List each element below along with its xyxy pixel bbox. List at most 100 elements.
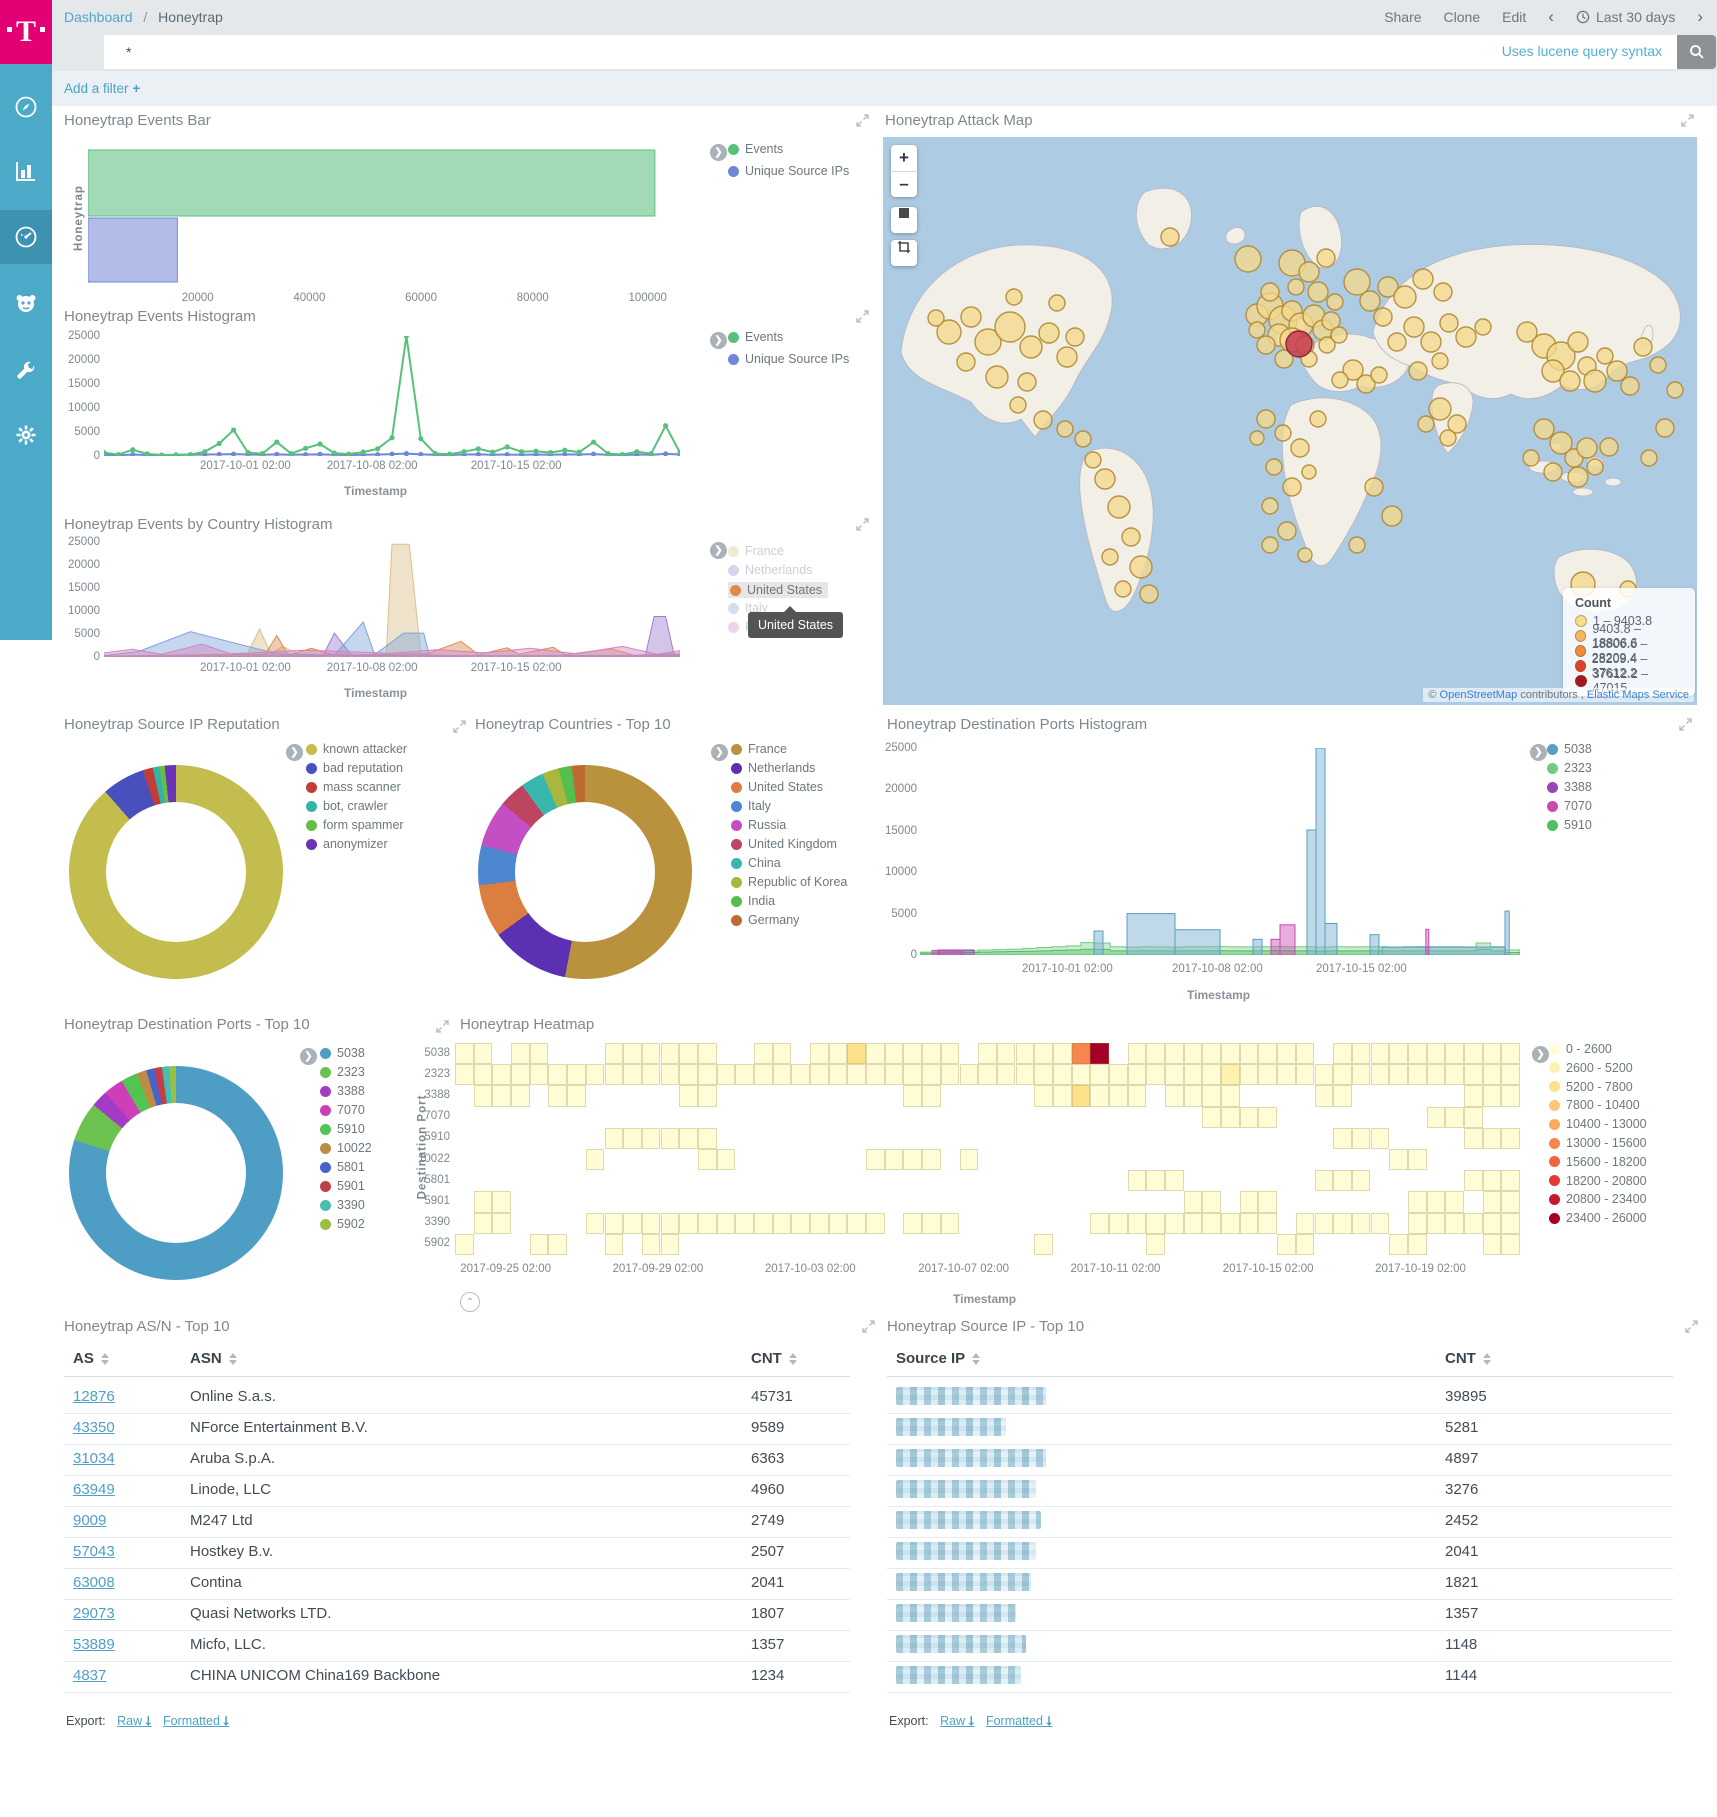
attack-bubble[interactable]	[1261, 497, 1279, 515]
edit-button[interactable]: Edit	[1502, 8, 1527, 25]
heatmap-cell[interactable]	[1389, 1149, 1408, 1171]
heatmap-cell[interactable]	[455, 1043, 474, 1065]
attack-bubble[interactable]	[1596, 347, 1614, 365]
heatmap-cell[interactable]	[1407, 1212, 1427, 1234]
heatmap-cell[interactable]	[1090, 1085, 1109, 1107]
heatmap-cell[interactable]	[1389, 1064, 1408, 1086]
expand-icon[interactable]	[856, 518, 869, 536]
heatmap-cell-hot[interactable]	[847, 1043, 867, 1065]
attack-bubble[interactable]	[1331, 371, 1349, 389]
heatmap-cell[interactable]	[1501, 1233, 1520, 1255]
heatmap-cell[interactable]	[1146, 1064, 1165, 1086]
legend-toggle[interactable]: ❯	[300, 1048, 317, 1065]
attack-bubble[interactable]	[1387, 332, 1407, 352]
attack-bubble[interactable]	[1433, 282, 1453, 302]
heatmap-cell[interactable]	[1501, 1043, 1520, 1065]
legend-toggle[interactable]: ❯	[286, 744, 303, 761]
zoom-in-button[interactable]: +	[891, 145, 917, 172]
events-bar-chart[interactable]	[88, 146, 680, 286]
heatmap-cell[interactable]	[1333, 1043, 1352, 1065]
heatmap-cell[interactable]	[1221, 1043, 1240, 1065]
heatmap-cell[interactable]	[492, 1191, 512, 1213]
legend-item-10400-13000[interactable]: 10400 - 13000	[1549, 1117, 1647, 1131]
attack-bubble[interactable]	[1393, 285, 1417, 309]
heatmap-cell[interactable]	[529, 1064, 549, 1086]
attack-bubble[interactable]	[1408, 361, 1428, 381]
heatmap-cell[interactable]	[884, 1064, 904, 1086]
attack-bubble[interactable]	[936, 319, 962, 345]
legend-item-5038[interactable]: 5038	[1547, 742, 1592, 756]
heatmap-cell[interactable]	[1052, 1064, 1072, 1086]
heatmap-cell[interactable]	[753, 1064, 773, 1086]
legend-item-15600-18200[interactable]: 15600 - 18200	[1549, 1155, 1647, 1169]
heatmap-cell[interactable]	[473, 1064, 493, 1086]
heatmap-cell[interactable]	[1333, 1085, 1352, 1107]
heatmap-cell[interactable]	[1295, 1043, 1315, 1065]
heatmap-cell[interactable]	[1183, 1043, 1203, 1065]
map-draw-filter-button[interactable]	[891, 240, 917, 266]
time-picker[interactable]: Last 30 days	[1576, 9, 1675, 25]
heatmap-cell[interactable]	[679, 1212, 698, 1234]
add-filter-button[interactable]: Add a filter +	[64, 81, 141, 96]
heatmap-cell[interactable]	[1202, 1106, 1222, 1128]
heatmap-cell[interactable]	[1314, 1212, 1334, 1234]
heatmap-cell[interactable]	[1127, 1043, 1147, 1065]
heatmap-cell[interactable]	[1389, 1233, 1408, 1255]
heatmap-cell[interactable]	[623, 1212, 642, 1234]
heatmap-cell[interactable]	[1351, 1043, 1371, 1065]
collapse-icon[interactable]: ⌃	[460, 1292, 480, 1312]
heatmap-cell[interactable]	[1351, 1127, 1371, 1149]
heatmap-cell[interactable]	[1165, 1064, 1184, 1086]
heatmap-cell[interactable]	[940, 1064, 960, 1086]
heatmap-cell[interactable]	[959, 1149, 979, 1171]
heatmap-cell[interactable]	[697, 1064, 717, 1086]
legend-item-7800-10400[interactable]: 7800 - 10400	[1549, 1098, 1640, 1112]
attack-bubble[interactable]	[1549, 431, 1573, 455]
heatmap-cell[interactable]	[1239, 1212, 1259, 1234]
table-cell[interactable]: 57043	[73, 1543, 115, 1560]
attack-bubble[interactable]	[1121, 527, 1141, 547]
attack-bubble[interactable]	[1516, 321, 1538, 343]
heatmap-cell[interactable]	[1463, 1170, 1483, 1192]
legend-toggle[interactable]: ❯	[711, 744, 728, 761]
heatmap-cell[interactable]	[1501, 1064, 1520, 1086]
map-canvas[interactable]	[883, 137, 1697, 705]
table-cell[interactable]: 4837	[73, 1667, 107, 1684]
attack-bubble[interactable]	[1249, 430, 1265, 446]
heatmap-cell[interactable]	[473, 1085, 493, 1107]
heatmap-cell[interactable]	[1221, 1106, 1240, 1128]
heatmap-cell[interactable]	[585, 1212, 605, 1234]
heatmap-cell[interactable]	[1146, 1170, 1165, 1192]
attack-bubble[interactable]	[1370, 366, 1388, 384]
heatmap-cell[interactable]	[753, 1043, 773, 1065]
heatmap-cell[interactable]	[1407, 1064, 1427, 1086]
heatmap-cell[interactable]	[772, 1212, 792, 1234]
brand-logo[interactable]: T	[0, 0, 52, 64]
attack-bubble[interactable]	[1439, 313, 1459, 333]
heatmap-cell[interactable]	[978, 1064, 997, 1086]
heatmap-cell[interactable]	[660, 1064, 680, 1086]
attack-bubble[interactable]	[1129, 555, 1153, 579]
expand-icon[interactable]	[856, 114, 869, 132]
attack-bubble[interactable]	[1274, 424, 1292, 442]
legend-item-netherlands[interactable]: Netherlands	[728, 563, 812, 577]
legend-toggle[interactable]: ❯	[1532, 1046, 1549, 1063]
export-raw-link[interactable]: Raw ⭣	[940, 1714, 975, 1728]
attack-bubble[interactable]	[1301, 464, 1317, 480]
legend-item-5038[interactable]: 5038	[320, 1046, 365, 1060]
heatmap-cell[interactable]	[884, 1149, 904, 1171]
heatmap-cell[interactable]	[1501, 1085, 1520, 1107]
heatmap-cell[interactable]	[567, 1085, 586, 1107]
attack-bubble[interactable]	[1330, 326, 1348, 344]
heatmap-cell[interactable]	[604, 1127, 624, 1149]
attack-bubble[interactable]	[1606, 360, 1628, 382]
heatmap-cell[interactable]	[716, 1149, 736, 1171]
attack-bubble[interactable]	[1094, 468, 1116, 490]
legend-item-5910[interactable]: 5910	[320, 1122, 365, 1136]
heatmap-cell[interactable]	[1277, 1043, 1296, 1065]
heatmap-cell[interactable]	[1482, 1043, 1502, 1065]
heatmap-cell[interactable]	[1463, 1127, 1483, 1149]
heatmap-cell[interactable]	[585, 1149, 605, 1171]
heatmap-cell[interactable]	[903, 1085, 923, 1107]
heatmap-cell[interactable]	[1165, 1085, 1184, 1107]
